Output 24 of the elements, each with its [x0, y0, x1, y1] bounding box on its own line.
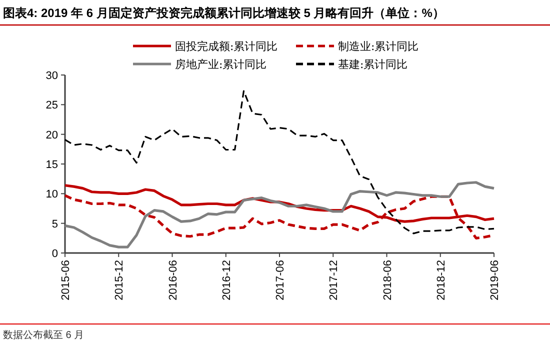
- legend-label: 房地产业:累计同比: [175, 58, 267, 71]
- x-tick-label: 2015-06: [60, 260, 72, 300]
- legend-label: 制造业:累计同比: [338, 40, 419, 53]
- x-tick-label: 2019-06: [489, 260, 501, 300]
- y-tick-label: 20: [46, 129, 58, 142]
- y-tick-label: 0: [52, 248, 58, 260]
- x-tick-label: 2016-12: [220, 260, 233, 300]
- legend-label: 基建:累计同比: [338, 58, 408, 71]
- y-tick-label: 25: [46, 100, 58, 112]
- y-tick-label: 5: [52, 218, 58, 230]
- y-tick-label: 10: [46, 188, 58, 201]
- x-tick-label: 2018-06: [382, 260, 394, 300]
- legend-label: 固投完成额:累计同比: [175, 40, 278, 53]
- line-series: [64, 181, 496, 248]
- y-tick-label: 30: [46, 70, 58, 82]
- text: 数据公布截至 6 月: [3, 329, 84, 341]
- x-tick-label: 2016-06: [167, 260, 180, 300]
- x-tick-label: 2017-06: [274, 260, 286, 300]
- chart-title: 图表4: 2019 年 6 月固定资产投资完成额累计同比增速较 5 月略有回升（单位：%）: [3, 6, 444, 20]
- x-tick-label: 2015-12: [114, 260, 126, 300]
- line-series: [64, 90, 495, 234]
- x-tick-label: 2018-12: [435, 260, 448, 300]
- y-tick-label: 15: [46, 159, 58, 171]
- x-tick-label: 2017-12: [328, 260, 340, 300]
